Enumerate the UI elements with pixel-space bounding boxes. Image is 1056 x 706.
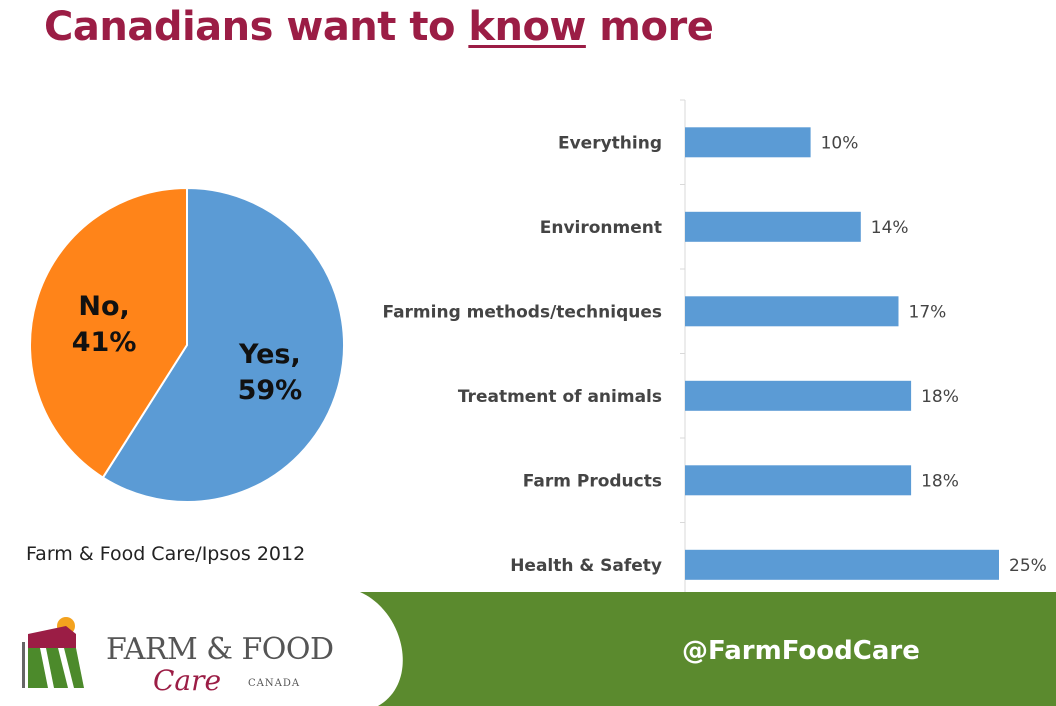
bar xyxy=(685,380,912,411)
category-label: Farming methods/techniques xyxy=(382,302,662,322)
bar-chart: Everything 10% Environment 14% Farming metho… xyxy=(382,99,1047,608)
pie-label-yes: Yes, xyxy=(238,339,301,370)
bar xyxy=(685,127,811,158)
data-label: 25% xyxy=(1009,556,1047,576)
twitter-handle: @FarmFoodCare xyxy=(682,636,920,666)
data-label: 18% xyxy=(921,471,959,491)
bar xyxy=(685,465,912,496)
bar xyxy=(685,549,999,580)
title-text-end: more xyxy=(585,4,714,50)
field-stripe xyxy=(28,648,48,688)
page-title: Canadians want to know more xyxy=(44,4,714,50)
title-text-start: Canadians want to xyxy=(44,4,469,50)
fork-handle xyxy=(22,642,25,688)
field-stripe xyxy=(46,648,68,688)
data-label: 17% xyxy=(909,302,947,322)
data-label: 18% xyxy=(921,387,959,407)
category-label: Health & Safety xyxy=(510,556,662,576)
footer-white-curve xyxy=(0,592,403,706)
data-label: 14% xyxy=(871,218,909,238)
bar xyxy=(685,296,899,327)
category-label: Environment xyxy=(540,218,662,238)
logo-script: Care xyxy=(153,664,222,697)
category-label: Treatment of animals xyxy=(458,387,662,407)
pie-value-yes: 59% xyxy=(238,375,303,406)
footer: FARM & FOOD Care CANADA @FarmFoodCare xyxy=(0,592,1056,706)
footer-background xyxy=(0,592,1056,706)
pie-value-no: 41% xyxy=(72,327,137,358)
title-text-underlined: know xyxy=(468,4,586,50)
barn-icon xyxy=(22,617,84,688)
farm-food-care-logo: FARM & FOOD Care CANADA xyxy=(18,612,334,697)
pie-slice-yes xyxy=(101,186,345,503)
data-label: 10% xyxy=(821,133,859,153)
category-label: Farm Products xyxy=(523,471,662,491)
pie-slice-no xyxy=(29,186,188,479)
bar xyxy=(685,211,861,242)
pie-chart: Yes, 59% No, 41% xyxy=(29,186,345,503)
source-citation: Farm & Food Care/Ipsos 2012 xyxy=(26,543,306,565)
pie-label-no: No, xyxy=(78,291,129,322)
barn-roof-shape xyxy=(28,626,76,648)
field-stripe xyxy=(64,648,84,688)
category-label: Everything xyxy=(558,133,662,153)
logo-country: CANADA xyxy=(248,678,301,689)
logo-wordmark: FARM & FOOD xyxy=(106,632,334,667)
